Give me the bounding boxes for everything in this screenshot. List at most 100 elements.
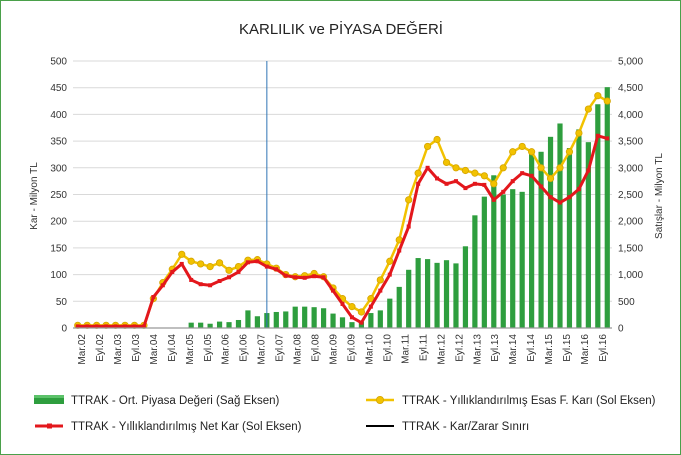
line-point	[368, 304, 373, 309]
y-tick-label-left: 450	[50, 83, 67, 94]
line-point	[264, 264, 269, 269]
x-tick-label: Mar.16	[580, 334, 591, 365]
line-point	[160, 283, 165, 288]
line-point	[141, 324, 146, 329]
y-tick-label-right: 4,000	[618, 110, 643, 121]
line-point	[349, 315, 354, 320]
line-point	[104, 324, 109, 329]
bar	[519, 191, 525, 328]
y-tick-label-left: 250	[50, 190, 67, 201]
line-point	[509, 148, 517, 156]
y-tick-label-right: 500	[618, 297, 635, 308]
line-point	[490, 180, 498, 188]
line-point	[178, 250, 186, 258]
line-point	[442, 158, 451, 167]
bar	[368, 313, 374, 328]
line-point	[283, 273, 288, 278]
line-point	[179, 261, 184, 266]
y-axis-left-title: Kar - Milyon TL	[29, 162, 40, 230]
line-point	[302, 275, 307, 280]
x-tick-label: Mar.02	[77, 334, 88, 365]
x-tick-label: Mar.07	[257, 334, 268, 365]
legend-label: TTRAK - Yıllıklandırılmış Esas F. Karı (…	[402, 395, 656, 407]
x-tick-label: Eyl.12	[454, 334, 465, 362]
y-tick-label-left: 100	[50, 270, 67, 281]
y-tick-label-left: 300	[50, 163, 67, 174]
x-tick-label: Eyl.04	[167, 334, 178, 362]
bar	[443, 260, 450, 328]
bar	[500, 194, 506, 328]
x-tick-label: Mar.04	[149, 334, 160, 365]
line-point	[452, 164, 460, 172]
x-tick-label: Eyl.07	[275, 334, 286, 362]
line-point	[357, 308, 366, 316]
line-point	[586, 168, 591, 173]
x-tick-label: Mar.12	[436, 334, 447, 365]
line-point	[416, 181, 421, 186]
bar	[604, 87, 610, 328]
x-tick-label: Eyl.11	[418, 334, 429, 361]
bar	[406, 269, 412, 328]
bar	[358, 321, 365, 328]
y-tick-label-right: 1,000	[618, 270, 643, 281]
line-point	[425, 165, 430, 170]
line-point	[529, 173, 534, 178]
y-tick-label-right: 0	[618, 324, 624, 335]
y-axis-right-title: Satışlar - Milyon TL	[654, 153, 665, 239]
line-point	[575, 129, 583, 137]
legend-label: TTRAK - Kar/Zarar Sınırı	[402, 421, 529, 433]
line-point	[433, 135, 441, 144]
line-point	[565, 148, 574, 156]
line-point	[340, 301, 345, 306]
line-point	[414, 169, 422, 177]
y-tick-label-left: 400	[50, 110, 67, 121]
line-point	[463, 186, 468, 191]
line-point	[435, 176, 440, 181]
line-point	[537, 164, 545, 172]
line-point	[595, 133, 600, 138]
bar	[396, 286, 402, 328]
x-tick-label: Mar.06	[221, 334, 232, 365]
y-tick-label-right: 2,500	[618, 190, 643, 201]
line-point	[386, 257, 394, 265]
line-point	[217, 279, 222, 284]
line-point	[94, 324, 99, 329]
bar	[585, 142, 591, 328]
bar	[235, 319, 242, 328]
bar	[339, 317, 346, 328]
bar	[198, 322, 204, 328]
line-point	[472, 181, 477, 186]
line-point	[461, 166, 470, 175]
x-tick-label: Eyl.10	[382, 334, 393, 362]
x-tick-label: Mar.11	[400, 334, 411, 364]
bar	[188, 322, 194, 328]
line-point	[198, 282, 203, 287]
bar	[566, 148, 573, 328]
bar	[387, 298, 393, 328]
legend-label: TTRAK - Ort. Piyasa Değeri (Sağ Eksen)	[71, 395, 280, 407]
legend-label: TTRAK - Yıllıklandırılmış Net Kar (Sol E…	[71, 421, 302, 433]
legend-swatch-highlight	[34, 395, 64, 398]
y-tick-label-left: 200	[50, 217, 67, 228]
line-point	[603, 97, 611, 105]
y-tick-label-left: 50	[56, 297, 68, 308]
bar	[377, 310, 383, 328]
line-point	[293, 275, 298, 280]
x-tick-label: Mar.14	[508, 334, 519, 365]
y-tick-label-right: 2,000	[618, 217, 643, 228]
bar	[273, 311, 279, 328]
x-tick-label: Eyl.08	[311, 334, 322, 362]
line-point	[520, 171, 525, 176]
bar	[576, 129, 582, 328]
legend-marker	[47, 423, 52, 429]
line-point	[151, 295, 156, 300]
x-tick-label: Mar.09	[329, 334, 340, 365]
line-point	[227, 275, 232, 280]
bar	[538, 151, 544, 328]
line-point	[321, 275, 326, 280]
line-point	[113, 324, 118, 329]
x-tick-label: Eyl.05	[203, 334, 214, 362]
x-tick-label: Mar.05	[185, 334, 196, 365]
x-tick-label: Eyl.13	[490, 334, 501, 362]
line-point	[567, 195, 572, 200]
